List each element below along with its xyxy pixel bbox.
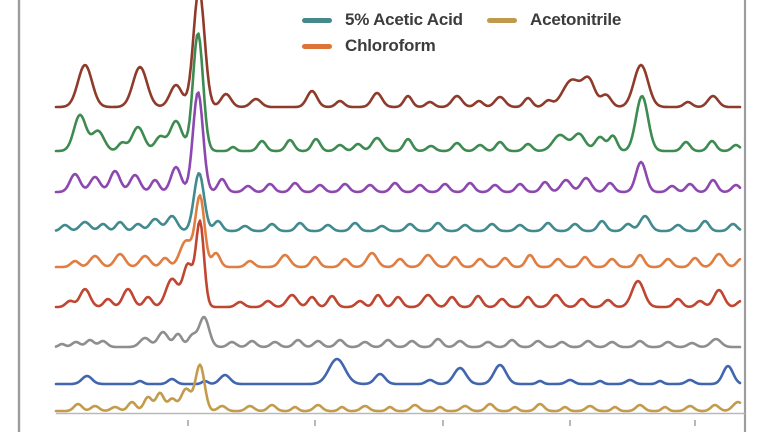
trace-purple [54,91,742,194]
legend-item-chloroform: Chloroform [302,33,463,59]
trace-blue [54,357,742,386]
trace-green [54,32,742,153]
legend-item-hexane: Hexane [487,0,621,7]
trace-gold [54,363,742,413]
legend-item-acetic-acid: 5% Acetic Acid [302,7,463,33]
trace-teal [54,172,742,233]
legend-label-chloroform: Chloroform [345,36,436,55]
legend-item-ethanol: Ethanol [302,0,463,7]
trace-dark-red [54,0,742,109]
trace-brick-red [54,219,742,309]
legend-label-acetonitrile: Acetonitrile [530,10,622,29]
trace-gray [54,315,742,349]
trace-orange [54,194,742,269]
legend-column-1: Ethanol 5% Acetic Acid Chloroform [302,0,463,59]
legend-swatch-acetonitrile [487,17,517,23]
legend-item-acetonitrile: Acetonitrile [487,7,621,33]
legend-swatch-acetic-acid [302,17,332,23]
legend-label-acetic-acid: 5% Acetic Acid [345,10,463,29]
legend-swatch-chloroform [302,43,332,49]
legend-label-ethanol: Ethanol [345,0,406,4]
legend-column-2: Hexane Acetonitrile [487,0,621,33]
legend-label-hexane: Hexane [530,0,589,4]
